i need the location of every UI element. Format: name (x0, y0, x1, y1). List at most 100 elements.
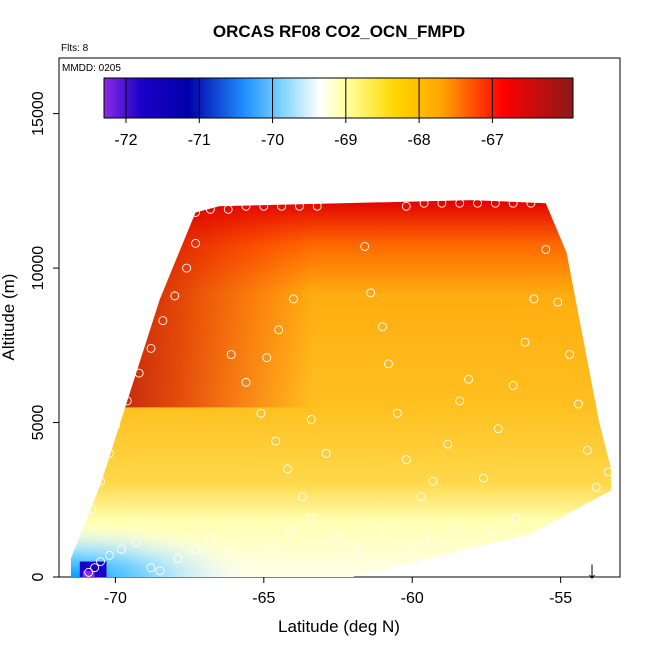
flight-point (508, 381, 518, 390)
flight-point (401, 201, 411, 211)
flight-point (573, 399, 583, 409)
flight-point (116, 544, 126, 554)
flight-point (170, 291, 180, 301)
y-tick-label: 10000 (30, 246, 47, 291)
flight-point (268, 541, 278, 551)
y-tick-label: 15000 (30, 91, 47, 136)
flight-point (191, 208, 200, 217)
y-tick-label: 0 (30, 572, 47, 581)
flight-point (110, 421, 120, 431)
flight-point (223, 204, 233, 214)
flight-point (591, 482, 601, 492)
flight-point (603, 467, 613, 477)
flight-point (384, 359, 393, 369)
flight-point (205, 204, 215, 214)
flight-point (294, 201, 304, 211)
flight-point (182, 263, 192, 273)
flight-point (247, 554, 257, 563)
flight-point (526, 198, 536, 208)
flight-point (306, 513, 316, 523)
flight-point (381, 523, 390, 533)
x-tick-label: -65 (252, 590, 275, 607)
flight-point (277, 201, 287, 211)
flight-point (191, 238, 200, 248)
flight-point (306, 414, 316, 424)
flight-point (96, 476, 106, 486)
colorbar-tick-label: -70 (261, 132, 284, 149)
flight-point (487, 526, 497, 536)
x-axis-label: Latitude (deg N) (278, 617, 400, 636)
flight-point (553, 297, 563, 307)
flight-point (354, 544, 364, 554)
flight-point (493, 424, 503, 434)
chart-title: ORCAS RF08 CO2_OCN_FMPD (213, 22, 465, 41)
flight-point (146, 563, 156, 573)
flight-point (455, 198, 465, 208)
field-clip-group (70, 200, 612, 577)
date-label: MMDD: 0205 (62, 63, 121, 74)
flight-point (173, 554, 183, 563)
flight-point (122, 396, 132, 406)
flight-point (479, 473, 488, 483)
flight-point (360, 241, 370, 251)
flight-point (158, 316, 168, 326)
colorbar-tick-label: -67 (481, 132, 504, 149)
flight-point (241, 201, 251, 211)
colorbar-gradient (103, 77, 574, 119)
x-axis: -70 -65 -60 -55 (104, 577, 572, 607)
flight-point (96, 557, 106, 567)
flight-point (134, 368, 144, 378)
colorbar-tick-label: -72 (114, 132, 137, 149)
flight-point (541, 245, 551, 254)
colorbar: -72 -71 -70 -69 -68 -67 (103, 77, 574, 149)
flight-point (286, 526, 295, 536)
down-arrow-annotation: ↓ (586, 557, 598, 584)
flight-point (155, 566, 165, 576)
flights-label: Flts: 8 (61, 43, 89, 54)
flight-point (289, 294, 298, 304)
flight-point (283, 464, 293, 474)
x-tick-label: -55 (549, 590, 572, 607)
flight-point (449, 523, 459, 533)
flight-point (425, 535, 435, 545)
flight-point (443, 439, 453, 449)
flight-point (520, 337, 530, 347)
field-upper-west-high (70, 200, 612, 408)
flight-point (464, 374, 474, 384)
flight-point (226, 350, 236, 360)
flight-point (378, 322, 387, 332)
flight-point (205, 535, 215, 545)
flight-point (508, 198, 518, 208)
flight-point (271, 436, 281, 446)
flight-point (105, 550, 114, 560)
flight-point (366, 288, 376, 298)
flight-point (321, 448, 331, 458)
heatmap-field (70, 200, 612, 577)
flight-point (404, 544, 414, 554)
flight-point (191, 544, 200, 554)
flight-point (90, 563, 100, 573)
flight-point (259, 201, 269, 211)
flight-point (490, 198, 500, 208)
flight-point (312, 201, 322, 211)
flight-point (262, 353, 272, 363)
flight-point (297, 492, 307, 502)
flight-point (470, 544, 480, 554)
flight-point (330, 532, 340, 542)
flight-point (84, 567, 94, 577)
flight-point (146, 343, 156, 353)
y-axis: 0 5000 10000 15000 (30, 91, 59, 581)
x-tick-label: -70 (104, 590, 127, 607)
flight-point (105, 448, 114, 458)
flight-point (565, 350, 574, 360)
flight-point (241, 377, 251, 387)
flight-point (401, 455, 411, 465)
flight-point (256, 408, 266, 418)
flight-points (84, 198, 613, 577)
y-tick-label: 5000 (30, 405, 47, 441)
flight-point (419, 198, 429, 208)
flight-point (532, 532, 542, 542)
flight-point (416, 492, 426, 502)
x-tick-label: -60 (401, 590, 424, 607)
flight-point (392, 408, 402, 418)
